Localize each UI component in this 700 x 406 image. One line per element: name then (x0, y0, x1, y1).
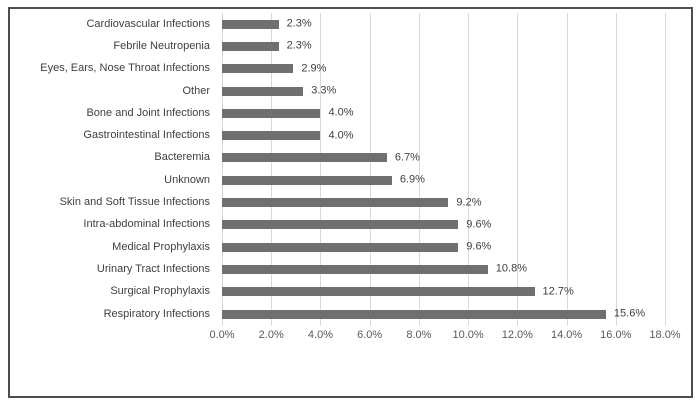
gridline (222, 13, 223, 326)
value-label: 10.8% (495, 262, 527, 275)
bar-track: 2.3% (222, 17, 691, 30)
x-tick-label: 16.0% (600, 329, 632, 341)
x-tick-label: 4.0% (307, 329, 333, 341)
category-label: Gastrointestinal Infections (83, 129, 210, 142)
x-tick-label: 10.0% (452, 329, 484, 341)
value-label: 2.3% (286, 17, 312, 30)
bar (222, 86, 304, 96)
category-label: Unknown (164, 173, 210, 186)
bar-track: 6.9% (222, 173, 691, 186)
category-label: Bacteremia (154, 151, 210, 164)
category-label: Respiratory Infections (103, 307, 210, 320)
gridline (320, 13, 322, 326)
category-label: Intra-abdominal Infections (83, 218, 210, 231)
x-tick-label: 2.0% (258, 329, 284, 341)
category-label: Bone and Joint Infections (86, 106, 210, 119)
bar (222, 175, 392, 185)
bar-row: Cardiovascular Infections 2.3% (10, 13, 691, 35)
bar-row: Surgical Prophylaxis 12.7% (10, 281, 691, 303)
value-label: 9.6% (466, 240, 492, 253)
bar-row: Skin and Soft Tissue Infections 9.2% (10, 191, 691, 213)
bar (222, 287, 535, 297)
bar (222, 153, 387, 163)
bar-track: 6.7% (222, 151, 691, 164)
value-label: 4.0% (328, 129, 354, 142)
value-label: 2.3% (286, 39, 312, 52)
bar-track: 4.0% (222, 106, 691, 119)
category-label: Febrile Neutropenia (113, 39, 210, 52)
bar-track: 15.6% (222, 307, 691, 320)
value-label: 3.3% (311, 84, 337, 97)
plot-area: Cardiovascular Infections 2.3% Febrile Neu… (10, 9, 691, 396)
value-label: 9.6% (466, 218, 492, 231)
value-label: 6.7% (394, 151, 420, 164)
x-tick-label: 0.0% (209, 329, 235, 341)
bar (222, 131, 321, 141)
bar (222, 242, 459, 252)
bar-track: 9.6% (222, 218, 691, 231)
category-label: Surgical Prophylaxis (110, 285, 210, 298)
bar-row: Unknown 6.9% (10, 169, 691, 191)
bar-track: 9.6% (222, 240, 691, 253)
bar-track: 2.9% (222, 62, 691, 75)
gridline (271, 13, 273, 326)
x-tick-label: 12.0% (501, 329, 533, 341)
bar-track: 2.3% (222, 39, 691, 52)
value-label: 6.9% (399, 173, 425, 186)
bar (222, 41, 279, 51)
bar-row: Gastrointestinal Infections 4.0% (10, 124, 691, 146)
x-tick-label: 8.0% (406, 329, 432, 341)
bar-rows: Cardiovascular Infections 2.3% Febrile Neu… (10, 13, 691, 325)
bar-row: Bone and Joint Infections 4.0% (10, 102, 691, 124)
category-label: Eyes, Ears, Nose Throat Infections (40, 62, 210, 75)
bar (222, 108, 321, 118)
bar (222, 64, 294, 74)
bar-row: Febrile Neutropenia 2.3% (10, 35, 691, 57)
bar-row: Other 3.3% (10, 80, 691, 102)
value-label: 2.9% (301, 62, 327, 75)
gridline (566, 13, 568, 326)
value-label: 12.7% (542, 285, 574, 298)
value-label: 15.6% (613, 307, 646, 320)
gridline (468, 13, 470, 326)
gridline (369, 13, 371, 326)
bar-track: 9.2% (222, 196, 691, 209)
chart-frame: Cardiovascular Infections 2.3% Febrile Neu… (8, 7, 693, 398)
bar (222, 220, 459, 230)
bar (222, 264, 488, 274)
category-label: Cardiovascular Infections (86, 17, 210, 30)
category-label: Medical Prophylaxis (112, 240, 210, 253)
bar-row: Intra-abdominal Infections 9.6% (10, 214, 691, 236)
bar-row: Eyes, Ears, Nose Throat Infections 2.9% (10, 58, 691, 80)
gridline (665, 13, 666, 326)
bar-track: 12.7% (222, 285, 691, 298)
x-tick-label: 6.0% (357, 329, 383, 341)
bar (222, 309, 606, 319)
bar-track: 4.0% (222, 129, 691, 142)
gridline (418, 13, 420, 326)
bar (222, 198, 449, 208)
value-label: 4.0% (328, 106, 354, 119)
x-axis: 0.0% 2.0% 4.0% 6.0% 8.0% 10.0% 12.0% 14.0% 16.0%… (10, 330, 691, 346)
bar-row: Respiratory Infections 15.6% (10, 303, 691, 325)
bar (222, 19, 279, 29)
value-label: 9.2% (456, 196, 482, 209)
bar-track: 3.3% (222, 84, 691, 97)
bar-row: Bacteremia 6.7% (10, 147, 691, 169)
bar-row: Urinary Tract Infections 10.8% (10, 258, 691, 280)
category-label: Skin and Soft Tissue Infections (59, 196, 210, 209)
bar-track: 10.8% (222, 262, 691, 275)
bar-row: Medical Prophylaxis 9.6% (10, 236, 691, 258)
gridline (517, 13, 519, 326)
gridline (615, 13, 617, 326)
category-label: Other (182, 84, 210, 97)
category-label: Urinary Tract Infections (96, 262, 210, 275)
x-tick-label: 14.0% (550, 329, 583, 341)
x-tick-label: 18.0% (649, 329, 681, 341)
